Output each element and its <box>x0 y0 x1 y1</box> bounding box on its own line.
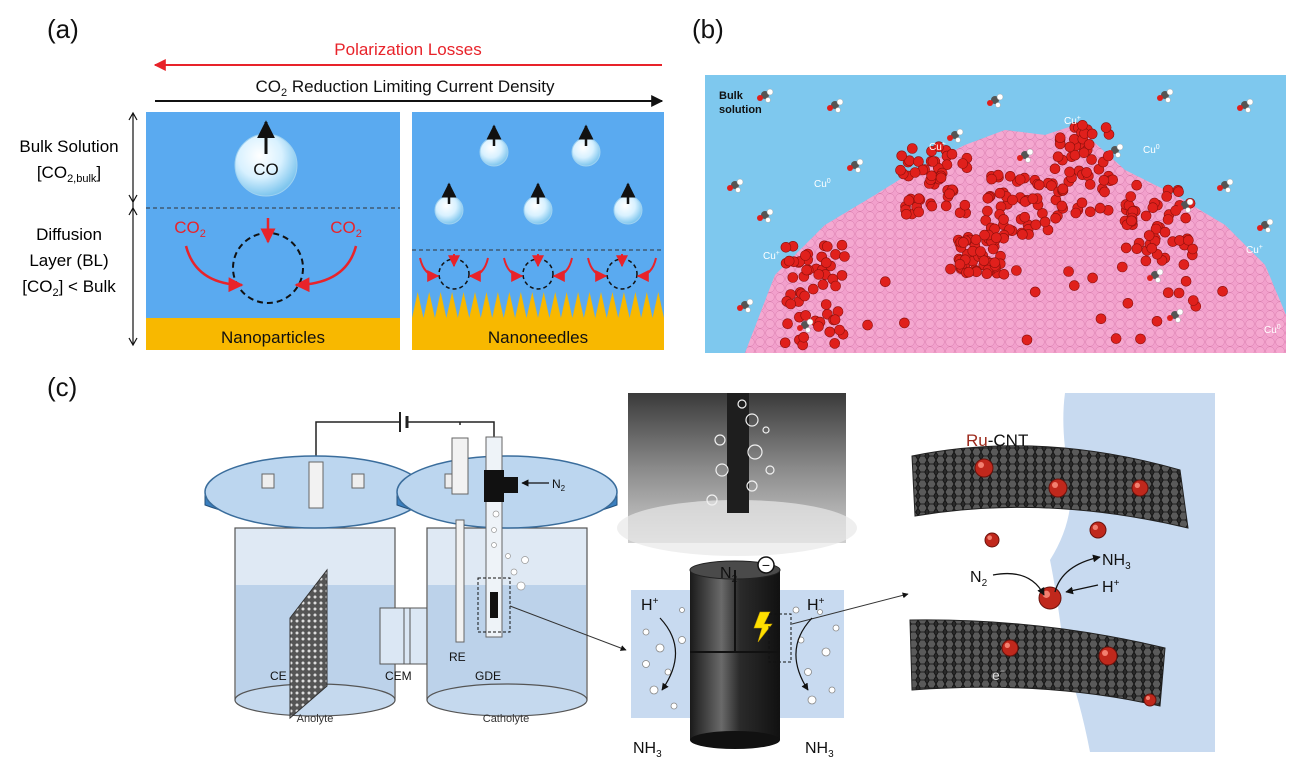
small-co-bubbles <box>434 124 643 225</box>
reference-electrode <box>455 519 465 643</box>
cem-label: CEM <box>385 669 412 683</box>
bl-concentration-label: [CO2] < Bulk <box>22 277 116 299</box>
panel-a-diagram: Polarization Losses CO2 Reduction Limiti… <box>19 40 664 350</box>
panel-b-diagram: Bulk solution Cu+ Cu+ Cu0 Cu0 Cu+ Cu+ Cu… <box>705 75 1286 353</box>
catholyte-label: Catholyte <box>483 713 529 725</box>
diffusion-label: Diffusion <box>36 225 102 244</box>
reference-electrode-top <box>451 437 469 495</box>
gde-n2-label: N2 <box>720 565 738 585</box>
cu-zero-label-2: Cu0 <box>1143 144 1160 156</box>
cnt-h-plus-label: H+ <box>1102 578 1120 596</box>
oxide-clusters <box>779 119 1228 351</box>
catholyte-liquid <box>428 585 586 699</box>
nanoparticles-label: Nanoparticles <box>221 328 325 347</box>
n2-inlet-label: N2 <box>552 477 566 493</box>
nanoneedles-label: Nanoneedles <box>488 328 588 347</box>
cu-plus-label-1: Cu+ <box>929 141 946 153</box>
nanoneedle-substrate <box>412 318 664 350</box>
h-plus-right: H+ <box>807 596 825 614</box>
bulk-label: Bulk <box>719 90 744 102</box>
nh3-left: NH3 <box>633 740 662 760</box>
bulk-solution-label: Bulk Solution <box>19 137 118 156</box>
solution-label: solution <box>719 104 762 116</box>
anolyte-label: Anolyte <box>297 713 334 725</box>
cu-zero-label-1: Cu0 <box>814 178 831 190</box>
gde-zoom-box <box>477 577 511 633</box>
negative-sign: − <box>762 557 770 573</box>
bulk-concentration-label: [CO2,bulk] <box>37 163 101 185</box>
adsorbed-molecules <box>727 88 1274 333</box>
re-label: RE <box>449 650 466 664</box>
nanoparticle-substrate <box>146 318 400 350</box>
gde-label: GDE <box>475 669 501 683</box>
cu-zero-label-3: Cu0 <box>1264 324 1281 336</box>
lower-nanotube <box>909 619 1166 707</box>
panel-a-label: (a) <box>47 14 79 44</box>
wire-left <box>315 421 400 467</box>
polarization-losses-text: Polarization Losses <box>334 40 481 59</box>
cnt-zoom-box <box>768 613 792 663</box>
micro-depletion-zones <box>419 254 657 290</box>
cu-plus-label-4: Cu+ <box>1246 244 1263 256</box>
counter-electrode-mesh <box>289 568 328 720</box>
co2-right-label: CO2 <box>330 218 362 240</box>
ce-rod <box>308 461 324 509</box>
photo-electrode <box>727 393 749 513</box>
ru-cnt-label: Ru-CNT <box>966 431 1028 450</box>
co2-left-label: CO2 <box>174 218 206 240</box>
electron-label: e− <box>992 666 1005 683</box>
cnt-nh3-label: NH3 <box>1102 552 1131 572</box>
cu-plus-label-3: Cu+ <box>763 250 780 262</box>
boundary-layer-label: Layer (BL) <box>29 251 108 270</box>
ru-nanoparticles <box>974 458 1157 707</box>
gde-electrode <box>490 592 498 618</box>
ce-label: CE <box>270 669 287 683</box>
negative-terminal-icon <box>757 556 775 574</box>
cnt-n2-label: N2 <box>970 569 988 589</box>
current-density-text: CO2 Reduction Limiting Current Density <box>255 77 555 99</box>
gde-holder <box>484 470 504 502</box>
h-plus-left: H+ <box>641 596 659 614</box>
co-bubble-label: CO <box>253 160 279 179</box>
wire-right <box>407 421 495 437</box>
nanoneedles-spikes <box>412 292 664 318</box>
panel-c-label: (c) <box>47 372 78 402</box>
nh3-right: NH3 <box>805 740 834 760</box>
panel-c-diagram: N2 CE CEM RE GDE Anolyte Catholyte N2 − … <box>204 393 1215 760</box>
cu-plus-label-2: Cu+ <box>1064 115 1081 127</box>
panel-b-label: (b) <box>692 14 724 44</box>
